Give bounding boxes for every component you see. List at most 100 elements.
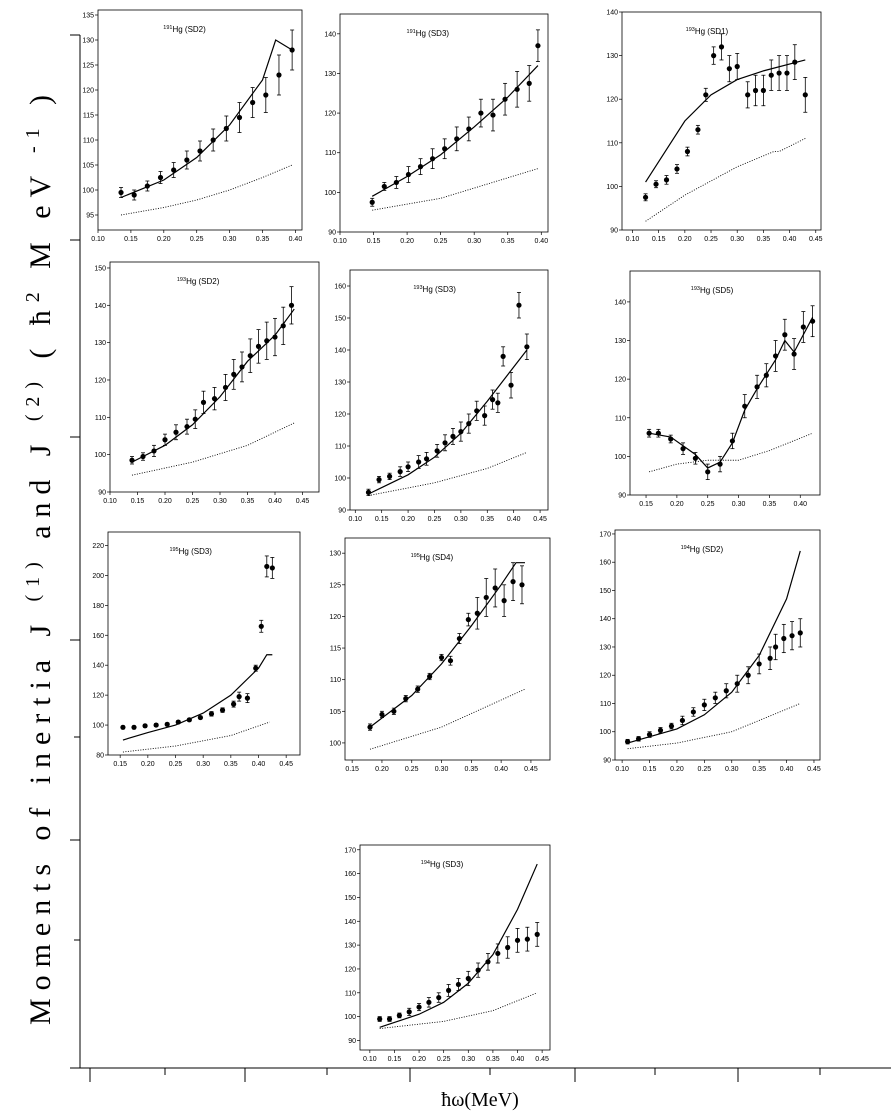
y-tick-label: 115 (330, 646, 341, 653)
y-tick-label: 140 (94, 303, 106, 310)
y-tick-label: 140 (334, 348, 346, 355)
y-tick-label: 105 (82, 163, 94, 170)
y-tick-label: 100 (324, 190, 336, 197)
x-tick-label: 0.30 (732, 501, 746, 508)
x-tick-label: 0.30 (223, 236, 237, 243)
dotted-line (627, 703, 801, 750)
panel-title: 193Hg (SD5) (691, 286, 734, 295)
data-point (802, 92, 808, 98)
plot-frame (349, 269, 549, 511)
y-tick-label: 100 (92, 723, 104, 730)
title-mass: 193 (413, 285, 422, 291)
y-tick-label: 120 (614, 377, 626, 384)
data-point (625, 739, 631, 745)
data-point (423, 456, 430, 462)
plot-frame (339, 13, 549, 233)
solid-line (131, 308, 295, 463)
data-point (236, 114, 243, 121)
y-tick-label: 110 (345, 990, 356, 997)
panel: 0.15 0.20 0.25 0.30 0.35 0.40 0.45 100 105 110 115… (329, 537, 551, 773)
y-tick-label: 160 (599, 560, 611, 567)
title-nucleus: Hg (SD2) (690, 545, 724, 554)
data-point (726, 66, 732, 72)
data-point (397, 469, 403, 475)
title-nucleus: Hg (SD2) (172, 25, 206, 34)
y-tick-label: 140 (599, 616, 611, 623)
data-point (211, 396, 218, 402)
x-tick-label: 0.15 (639, 501, 653, 508)
data-point (376, 477, 382, 483)
data-point (505, 944, 511, 951)
y-tick-label: 120 (329, 614, 341, 621)
y-tick-label: 120 (92, 693, 104, 700)
title-mass: 191 (163, 25, 172, 31)
y-tick-label: 140 (324, 31, 336, 38)
y-tick-label: 120 (94, 377, 106, 384)
x-tick-label: 0.45 (279, 761, 293, 768)
data-point (250, 99, 256, 106)
data-point (236, 694, 242, 700)
y-tick-label: 160 (334, 284, 346, 291)
x-tick-label: 0.20 (678, 236, 692, 243)
y-tick-label: 130 (324, 71, 336, 78)
x-tick-label: 0.30 (454, 516, 468, 523)
dotted-line (131, 422, 295, 476)
data-point (519, 582, 525, 588)
data-point (782, 332, 788, 338)
data-point (642, 194, 649, 200)
y-tick-label: 170 (344, 847, 356, 854)
y-tick-label: 120 (599, 673, 611, 680)
data-point (200, 399, 207, 405)
panel-title: 195Hg (SD3) (169, 547, 212, 556)
data-point (171, 167, 177, 173)
solid-line (627, 550, 801, 744)
x-tick-label: 0.15 (375, 516, 389, 523)
data-point (490, 112, 496, 118)
y-tick-label: 140 (614, 299, 626, 306)
data-point (403, 696, 409, 702)
y-tick-label: 100 (599, 729, 611, 736)
x-tick-label: 0.45 (524, 766, 538, 773)
data-point (253, 665, 259, 671)
dotted-line (120, 164, 293, 216)
data-point (692, 455, 698, 461)
x-tick-label: 0.40 (783, 236, 797, 243)
x-tick-label: 0.25 (434, 238, 448, 245)
title-nucleus: Hg (SD4) (420, 553, 454, 562)
x-tick-label: 0.30 (730, 236, 744, 243)
data-point (754, 384, 760, 390)
data-point (258, 623, 264, 629)
y-label-part: ( ħ (24, 310, 57, 374)
data-point (674, 166, 680, 172)
data-point (791, 351, 797, 357)
data-point (239, 364, 245, 370)
x-tick-label: 0.20 (158, 498, 172, 505)
title-mass: 195 (411, 553, 420, 559)
data-point (475, 967, 481, 973)
data-point (535, 43, 541, 49)
data-point (369, 199, 375, 205)
data-point (703, 92, 709, 98)
data-point (416, 459, 422, 465)
y-tick-label: 130 (599, 644, 611, 651)
y-tick-label: 160 (344, 871, 356, 878)
data-point (489, 397, 496, 403)
dotted-line (379, 992, 538, 1029)
solid-line (645, 59, 806, 183)
data-point (695, 127, 701, 133)
y-tick-label: 200 (92, 573, 104, 580)
plot-frame (107, 531, 301, 756)
title-mass: 193 (686, 27, 695, 33)
data-point (231, 701, 237, 707)
x-tick-label: 0.45 (535, 1056, 549, 1063)
panel: 0.10 0.15 0.20 0.25 0.30 0.35 0.40 0.45 90 100 110… (334, 269, 549, 523)
data-point (495, 400, 501, 406)
data-point (387, 473, 393, 479)
plot-frame (109, 261, 320, 493)
title-nucleus: Hg (SD3) (423, 285, 457, 294)
title-nucleus: Hg (SD3) (179, 547, 213, 556)
data-point (381, 183, 387, 190)
panel-title: 191Hg (SD3) (407, 29, 450, 38)
data-point (142, 723, 148, 729)
data-point (679, 717, 686, 724)
